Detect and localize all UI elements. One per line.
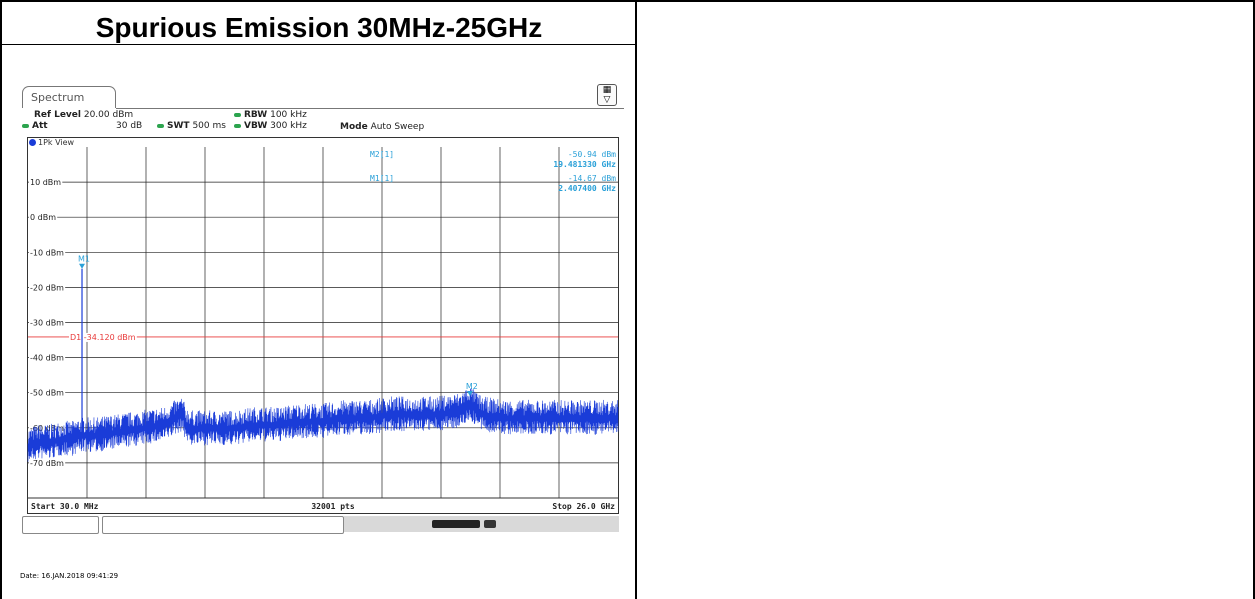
swt-label: SWT <box>167 121 190 131</box>
swt-indicator-icon <box>157 123 164 128</box>
att-setting: Att <box>22 121 48 131</box>
y-tick-label-bg <box>29 353 66 363</box>
table-column-divider <box>635 0 637 599</box>
mode-setting: Mode Auto Sweep <box>340 122 424 132</box>
progress-indicator-icon <box>432 520 480 528</box>
y-tick-label: -20 dBm <box>30 283 64 292</box>
marker-readout-level: -14.67 dBm <box>568 174 616 183</box>
ref-level-value: 20.00 dBm <box>83 110 134 120</box>
trace-indicator-icon <box>29 139 36 146</box>
vbw-label: VBW <box>244 121 268 131</box>
spectrum-trace <box>27 388 619 462</box>
start-frequency-label: Start 30.0 MHz <box>31 502 99 511</box>
plot-frame <box>27 137 619 514</box>
status-field-left[interactable] <box>22 516 99 534</box>
table-settings-icon[interactable]: ▦ ▽ <box>597 84 617 106</box>
y-tick-label-bg <box>29 388 66 398</box>
y-tick-label: -30 dBm <box>30 319 64 328</box>
marker-readout-frequency: 19.481330 GHz <box>553 160 616 169</box>
att-value: 30 dB <box>116 121 143 131</box>
display-line-label-bg <box>69 332 137 342</box>
table-border-left <box>0 0 2 599</box>
marker-readout-level: -50.94 dBm <box>568 150 616 159</box>
table-border-top <box>0 0 1255 2</box>
marker-m2-label: M2 <box>466 382 478 391</box>
rbw-setting: RBW 100 kHz <box>234 110 307 120</box>
y-tick-label-bg <box>29 178 63 188</box>
marker-readout-frequency: 2.407400 GHz <box>558 184 616 193</box>
status-bar <box>22 514 619 534</box>
vbw-indicator-icon <box>234 123 241 128</box>
mode-value: Auto Sweep <box>370 122 425 132</box>
y-tick-label: -70 dBm <box>30 459 64 468</box>
y-tick-label-bg <box>29 248 66 258</box>
trace-view-text: 1Pk View <box>38 138 75 147</box>
spectrum-analyzer-screen: Spectrum ▦ ▽ Ref Level 20.00 dBm Att 30 d… <box>20 82 625 557</box>
swt-setting: SWT 500 ms <box>157 121 226 131</box>
mode-label: Mode <box>340 122 368 132</box>
att-label: Att <box>32 121 48 131</box>
rbw-indicator-icon <box>234 112 241 117</box>
spectrum-chart: 10 dBm 0 dBm -10 dBm -20 dBm -30 dBm -40 dBm -… <box>27 147 619 511</box>
y-tick-label-bg <box>29 283 66 293</box>
y-tick-label: -10 dBm <box>30 248 64 257</box>
table-row-divider <box>0 44 637 45</box>
marker-m1-triangle <box>79 263 86 269</box>
sweep-points-label: 32001 pts <box>311 502 355 511</box>
y-tick-label: 0 dBm <box>30 213 56 222</box>
trace-view-label: 1Pk View <box>29 138 74 147</box>
marker-m1-label: M1 <box>78 255 90 264</box>
y-tick-label: -40 dBm <box>30 354 64 363</box>
display-line-label: D1 -34.120 dBm <box>70 333 136 342</box>
y-tick-label-bg <box>29 458 66 468</box>
vbw-setting: VBW 300 kHz <box>234 121 307 131</box>
lxi-indicator-icon <box>484 520 496 528</box>
marker-m2-triangle <box>466 390 473 396</box>
spectrum-tab[interactable]: Spectrum <box>22 86 116 108</box>
status-field-message[interactable] <box>102 516 344 534</box>
swt-value: 500 ms <box>192 121 226 131</box>
y-tick-label-bg <box>29 213 58 223</box>
rbw-label: RBW <box>244 110 268 120</box>
marker-readout-name: M1[1] <box>370 174 394 183</box>
y-tick-label: 10 dBm <box>30 178 61 187</box>
y-tick-label: -50 dBm <box>30 389 64 398</box>
section-heading: Spurious Emission 30MHz-25GHz <box>95 12 543 43</box>
rbw-value: 100 kHz <box>270 110 307 120</box>
capture-date: Date: 16.JAN.2018 09:41:29 <box>20 572 119 580</box>
status-field-right <box>344 516 619 532</box>
att-indicator-icon <box>22 123 29 128</box>
tab-baseline <box>116 108 624 109</box>
stop-frequency-label: Stop 26.0 GHz <box>552 502 615 511</box>
vbw-value: 300 kHz <box>270 121 307 131</box>
table-border-right <box>1253 0 1255 599</box>
ref-level-setting: Ref Level 20.00 dBm <box>34 110 133 120</box>
marker-readout-name: M2[1] <box>370 150 394 159</box>
ref-level-label: Ref Level <box>34 110 81 120</box>
y-tick-label-bg <box>29 318 66 328</box>
